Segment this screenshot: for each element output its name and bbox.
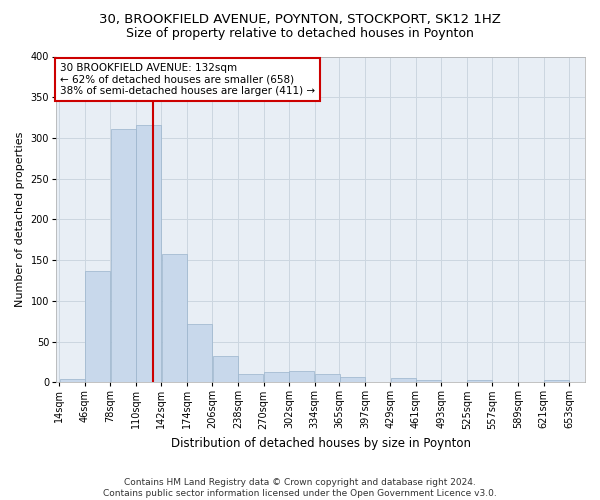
Bar <box>136 125 161 382</box>
Bar <box>340 376 365 382</box>
Bar <box>467 380 492 382</box>
Bar <box>161 254 187 382</box>
Bar <box>238 374 263 382</box>
Bar <box>416 380 441 382</box>
Text: Contains HM Land Registry data © Crown copyright and database right 2024.
Contai: Contains HM Land Registry data © Crown c… <box>103 478 497 498</box>
Text: Size of property relative to detached houses in Poynton: Size of property relative to detached ho… <box>126 28 474 40</box>
Bar <box>59 379 85 382</box>
Bar <box>212 356 238 382</box>
Bar <box>544 380 569 382</box>
Text: 30, BROOKFIELD AVENUE, POYNTON, STOCKPORT, SK12 1HZ: 30, BROOKFIELD AVENUE, POYNTON, STOCKPOR… <box>99 12 501 26</box>
Bar <box>110 129 136 382</box>
X-axis label: Distribution of detached houses by size in Poynton: Distribution of detached houses by size … <box>170 437 470 450</box>
Bar <box>289 371 314 382</box>
Y-axis label: Number of detached properties: Number of detached properties <box>15 132 25 307</box>
Bar <box>264 372 289 382</box>
Bar <box>85 272 110 382</box>
Text: 30 BROOKFIELD AVENUE: 132sqm
← 62% of detached houses are smaller (658)
38% of s: 30 BROOKFIELD AVENUE: 132sqm ← 62% of de… <box>60 63 315 96</box>
Bar <box>315 374 340 382</box>
Bar <box>391 378 416 382</box>
Bar <box>187 324 212 382</box>
